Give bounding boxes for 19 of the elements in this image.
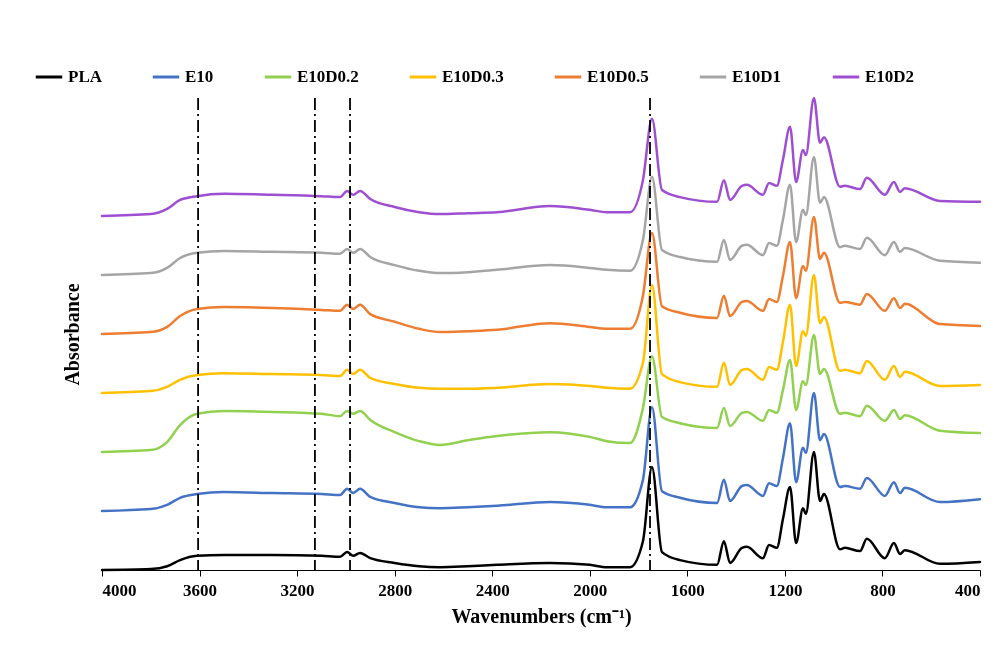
- x-tick-label: 2400: [475, 580, 510, 600]
- x-tick-label: 400: [955, 580, 981, 600]
- legend-label: E10D0.2: [297, 67, 359, 86]
- legend-label: E10D0.5: [587, 67, 649, 86]
- x-tick-label: 4000: [102, 580, 137, 600]
- x-tick-label: 3200: [280, 580, 315, 600]
- x-tick-label: 1200: [768, 580, 803, 600]
- x-tick-label: 2000: [573, 580, 608, 600]
- legend-label: E10D2: [865, 67, 915, 86]
- legend-label: E10D0.3: [442, 67, 504, 86]
- y-axis-title: Absorbance: [60, 283, 83, 386]
- x-axis-title: Wavenumbers (cm⁻¹): [451, 604, 632, 628]
- x-tick-label: 1600: [670, 580, 705, 600]
- x-tick-label: 800: [870, 580, 896, 600]
- legend-label: PLA: [68, 67, 103, 86]
- x-tick-label: 2800: [378, 580, 413, 600]
- legend-label: E10: [185, 67, 214, 86]
- x-tick-label: 3600: [183, 580, 218, 600]
- legend-label: E10D1: [732, 67, 782, 86]
